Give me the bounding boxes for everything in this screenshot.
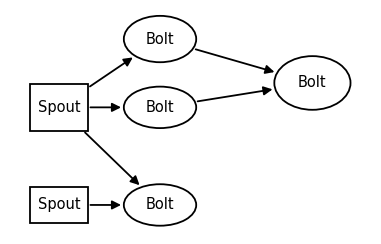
Text: Bolt: Bolt (146, 100, 174, 115)
Text: Spout: Spout (38, 197, 80, 213)
Ellipse shape (124, 87, 196, 128)
Bar (30, 84, 88, 131)
Text: Bolt: Bolt (298, 75, 327, 91)
Ellipse shape (124, 16, 196, 62)
Ellipse shape (124, 184, 196, 226)
Bar (30, 187, 88, 223)
Text: Bolt: Bolt (146, 31, 174, 47)
Text: Bolt: Bolt (146, 197, 174, 213)
Text: Spout: Spout (38, 100, 80, 115)
Ellipse shape (274, 56, 351, 110)
